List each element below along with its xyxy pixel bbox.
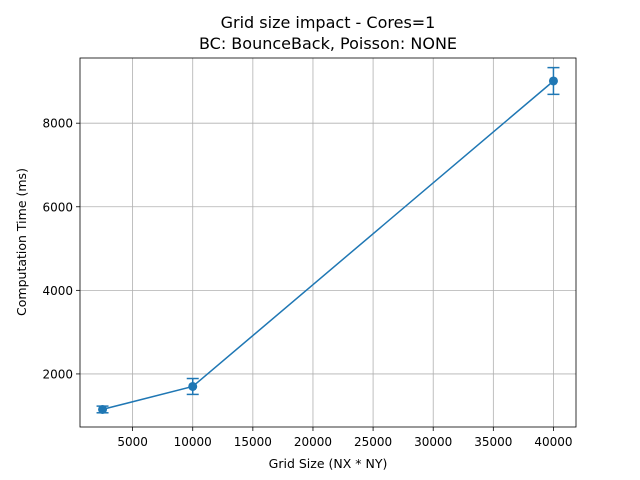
y-tick-label: 8000 bbox=[42, 117, 73, 131]
x-tick-label: 20000 bbox=[294, 435, 332, 449]
x-tick-label: 10000 bbox=[174, 435, 212, 449]
data-point bbox=[548, 76, 558, 86]
x-tick-label: 15000 bbox=[234, 435, 272, 449]
series-layer bbox=[96, 66, 560, 414]
y-axis-label: Computation Time (ms) bbox=[14, 168, 29, 316]
x-tick-label: 30000 bbox=[414, 435, 452, 449]
axes-layer: 5000 10000 15000 20000 25000 30000 35000 40000 2… bbox=[42, 57, 577, 449]
data-point bbox=[98, 404, 108, 414]
x-tick-label: 25000 bbox=[354, 435, 392, 449]
x-tick-label: 35000 bbox=[474, 435, 512, 449]
grid-layer bbox=[80, 58, 576, 427]
chart-title-line-1: Grid size impact - Cores=1 bbox=[221, 13, 436, 32]
y-tick-label: 2000 bbox=[42, 367, 73, 381]
chart-title-line-2: BC: BounceBack, Poisson: NONE bbox=[199, 34, 457, 53]
x-tick-label: 5000 bbox=[117, 435, 148, 449]
y-tick-label: 4000 bbox=[42, 284, 73, 298]
y-tick-label: 6000 bbox=[42, 200, 73, 214]
plot-frame bbox=[79, 57, 577, 428]
data-point bbox=[188, 381, 198, 391]
x-axis-label: Grid Size (NX * NY) bbox=[269, 456, 388, 471]
x-tick-label: 40000 bbox=[534, 435, 572, 449]
